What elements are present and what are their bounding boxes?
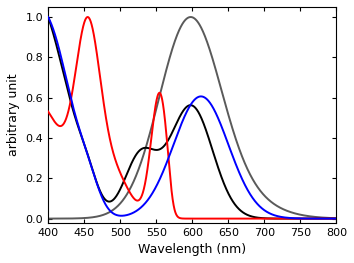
Y-axis label: arbitrary unit: arbitrary unit [7, 73, 20, 156]
X-axis label: Wavelength (nm): Wavelength (nm) [138, 243, 246, 256]
